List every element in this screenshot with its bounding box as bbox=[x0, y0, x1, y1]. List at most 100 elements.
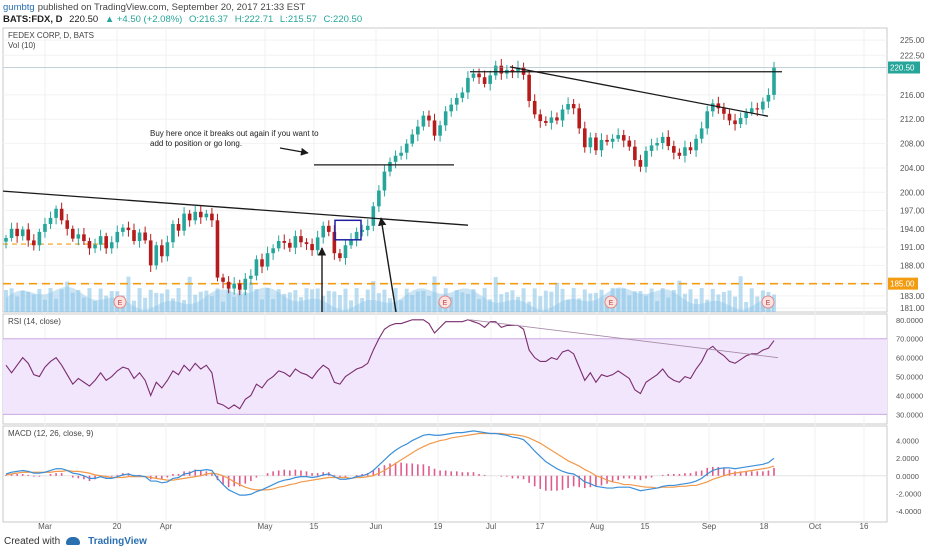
candle-body bbox=[59, 208, 64, 221]
candle-body bbox=[638, 160, 643, 167]
volume-bar bbox=[655, 301, 660, 312]
x-tick-label: 15 bbox=[310, 522, 319, 531]
candle-body bbox=[549, 117, 554, 123]
candle-body bbox=[87, 241, 92, 249]
macd-tick-label: 0.0000 bbox=[896, 472, 919, 481]
volume-bar bbox=[694, 298, 699, 312]
candle-body bbox=[655, 142, 659, 146]
rsi-tick-label: 50.0000 bbox=[896, 373, 923, 382]
x-tick-label: 15 bbox=[641, 522, 650, 531]
volume-bar bbox=[638, 291, 643, 312]
volume-bar bbox=[460, 292, 465, 312]
price-tick-label: 208.00 bbox=[900, 140, 925, 149]
candle-body bbox=[566, 104, 570, 110]
volume-bar bbox=[315, 288, 320, 312]
level-label-box bbox=[888, 277, 918, 290]
candle-body bbox=[449, 104, 454, 112]
volume-bar bbox=[54, 298, 59, 312]
long-trendline bbox=[2, 190, 469, 226]
volume-bar bbox=[393, 288, 398, 312]
volume-bar bbox=[365, 289, 370, 312]
rsi-trendline bbox=[469, 319, 779, 359]
volume-bar bbox=[415, 291, 420, 312]
volume-bar bbox=[599, 289, 604, 312]
candle-body bbox=[204, 213, 209, 218]
candle-body bbox=[182, 213, 186, 231]
volume-bar bbox=[276, 289, 281, 312]
rsi-tick-label: 70.0000 bbox=[896, 335, 923, 344]
annotation-arrow bbox=[279, 147, 309, 156]
candle-body bbox=[193, 211, 198, 221]
candle-body bbox=[616, 135, 620, 139]
candle-body bbox=[326, 225, 331, 232]
candle-body bbox=[588, 137, 593, 148]
candle-body bbox=[198, 211, 203, 218]
volume-bar bbox=[349, 300, 354, 312]
candle-body bbox=[48, 217, 53, 224]
high-value: H:222.71 bbox=[234, 14, 274, 25]
volume-bar bbox=[76, 289, 81, 312]
volume-bar bbox=[399, 300, 404, 312]
volume-bar bbox=[376, 293, 381, 312]
candle-body bbox=[633, 146, 637, 161]
publish-line: gumbtg published on TradingView.com, Sept… bbox=[3, 2, 309, 13]
candle-body bbox=[460, 92, 465, 98]
candle-body bbox=[443, 111, 448, 126]
volume-bar bbox=[248, 282, 253, 312]
candle-body bbox=[527, 74, 531, 101]
candle-body bbox=[421, 115, 426, 127]
price-tick-label: 212.00 bbox=[900, 115, 925, 124]
volume-bar bbox=[31, 294, 36, 312]
rsi-tick-label: 80.0000 bbox=[896, 316, 923, 325]
volume-bar bbox=[688, 289, 693, 312]
volume-bar bbox=[738, 276, 743, 312]
volume-bar bbox=[9, 288, 14, 312]
volume-bar bbox=[699, 288, 704, 312]
price-tick-label: 225.00 bbox=[900, 36, 925, 45]
x-tick-label: Jun bbox=[370, 522, 383, 531]
volume-bar bbox=[710, 288, 715, 312]
candle-body bbox=[438, 125, 442, 136]
candle-body bbox=[516, 67, 520, 73]
volume-bar bbox=[4, 290, 8, 312]
candle-body bbox=[160, 245, 164, 257]
candle-body bbox=[237, 283, 242, 290]
volume-bar bbox=[304, 288, 309, 312]
x-tick-label: 19 bbox=[434, 522, 443, 531]
candle-body bbox=[365, 225, 370, 231]
volume-bar bbox=[465, 293, 470, 312]
candle-body bbox=[260, 259, 264, 267]
price-tick-label: 216.00 bbox=[900, 91, 925, 100]
price-tick-label: 222.50 bbox=[900, 51, 925, 60]
candle-body bbox=[577, 108, 582, 129]
candle-body bbox=[599, 139, 604, 151]
candle-body bbox=[471, 73, 476, 78]
candle-body bbox=[4, 237, 8, 242]
volume-bar bbox=[143, 297, 148, 312]
volume-bar bbox=[499, 294, 504, 312]
candle-body bbox=[761, 101, 765, 110]
volume-bar bbox=[421, 290, 426, 312]
volume-bar bbox=[343, 288, 348, 312]
x-tick-label: Apr bbox=[160, 522, 173, 531]
candle-body bbox=[560, 109, 565, 121]
candle-body bbox=[649, 145, 654, 151]
macd-signal-line bbox=[5, 432, 775, 491]
candle-body bbox=[744, 112, 748, 119]
macd-tick-label: -4.0000 bbox=[896, 507, 921, 516]
candle-body bbox=[416, 126, 420, 135]
level-label: 185.00 bbox=[890, 280, 915, 289]
symbol-label[interactable]: BATS:FDX, D bbox=[3, 14, 63, 25]
candle-body bbox=[677, 152, 682, 156]
volume-bar bbox=[577, 298, 582, 312]
candle-body bbox=[276, 241, 281, 249]
volume-bar bbox=[554, 282, 559, 312]
publisher-link[interactable]: gumbtg bbox=[3, 2, 35, 13]
volume-bar bbox=[593, 292, 598, 312]
volume-bar bbox=[109, 291, 114, 312]
volume-bar bbox=[176, 288, 181, 312]
annotation-text: Buy here once it breaks out again if you… bbox=[150, 129, 319, 148]
breakout-arrow-2 bbox=[378, 217, 397, 313]
tradingview-brand[interactable]: TradingView bbox=[88, 535, 147, 547]
